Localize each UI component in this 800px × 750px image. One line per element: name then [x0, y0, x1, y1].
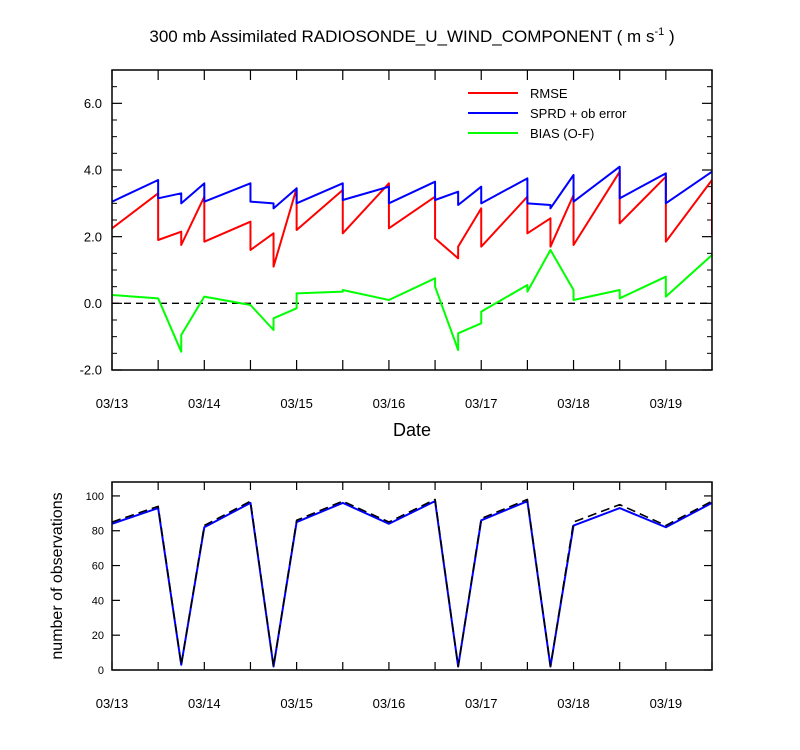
- top-x-tick-label: 03/18: [557, 396, 590, 411]
- top-y-tick-label: 0.0: [84, 296, 102, 311]
- chart-title-close: ): [664, 27, 674, 46]
- bottom-x-tick-label: 03/14: [188, 696, 221, 711]
- top-series-1-line: [112, 165, 712, 210]
- bottom-panel: 0 20 40 60 80 100 03/13 03/14 03/15 03/16 03/17 03/…: [49, 481, 713, 711]
- top-x-axis-label: Date: [393, 420, 431, 440]
- bottom-y-tick-label: 100: [86, 491, 104, 503]
- legend-label: BIAS (O-F): [530, 126, 594, 141]
- bottom-x-tick-label: 03/16: [373, 696, 406, 711]
- bottom-series-0-line: [112, 500, 712, 668]
- top-x-tick-label: 03/14: [188, 396, 221, 411]
- bottom-y-tick-label: 0: [98, 665, 104, 677]
- top-plot-frame: [111, 69, 713, 371]
- bottom-y-axis-label: number of observations: [49, 492, 66, 659]
- bottom-x-tick-label: 03/19: [650, 696, 683, 711]
- top-y-tick-label: 4.0: [84, 163, 102, 178]
- bottom-series-1-line: [112, 498, 712, 668]
- legend-label: SPRD + ob error: [530, 106, 627, 121]
- bottom-x-tick-label: 03/17: [465, 696, 498, 711]
- chart-title-superscript: -1: [654, 26, 664, 38]
- legend-label: RMSE: [530, 86, 568, 101]
- bottom-y-tick-label: 80: [92, 526, 104, 538]
- chart-title: 300 mb Assimilated RADIOSONDE_U_WIND_COM…: [149, 26, 674, 46]
- top-x-tick-label: 03/13: [96, 396, 129, 411]
- top-x-tick-label: 03/17: [465, 396, 498, 411]
- top-x-tick-label: 03/15: [280, 396, 313, 411]
- top-panel: -2.0 0.0 2.0 4.0 6.0 03/13 03/14 03/15 03/16 03/1…: [80, 69, 713, 440]
- bottom-plot-frame: [111, 481, 713, 671]
- top-y-tick-label: -2.0: [80, 363, 102, 378]
- bottom-y-tick-label: 60: [92, 561, 104, 573]
- top-y-tick-label: 6.0: [84, 96, 102, 111]
- bottom-x-tick-label: 03/15: [280, 696, 313, 711]
- top-y-tick-label: 2.0: [84, 229, 102, 244]
- top-series-2-line: [112, 249, 712, 353]
- bottom-y-tick-label: 40: [92, 595, 104, 607]
- bottom-y-tick-label: 20: [92, 630, 104, 642]
- top-x-tick-label: 03/19: [650, 396, 683, 411]
- bottom-x-tick-label: 03/13: [96, 696, 129, 711]
- bottom-x-tick-label: 03/18: [557, 696, 590, 711]
- chart-title-text: 300 mb Assimilated RADIOSONDE_U_WIND_COM…: [149, 27, 654, 46]
- top-x-tick-label: 03/16: [373, 396, 406, 411]
